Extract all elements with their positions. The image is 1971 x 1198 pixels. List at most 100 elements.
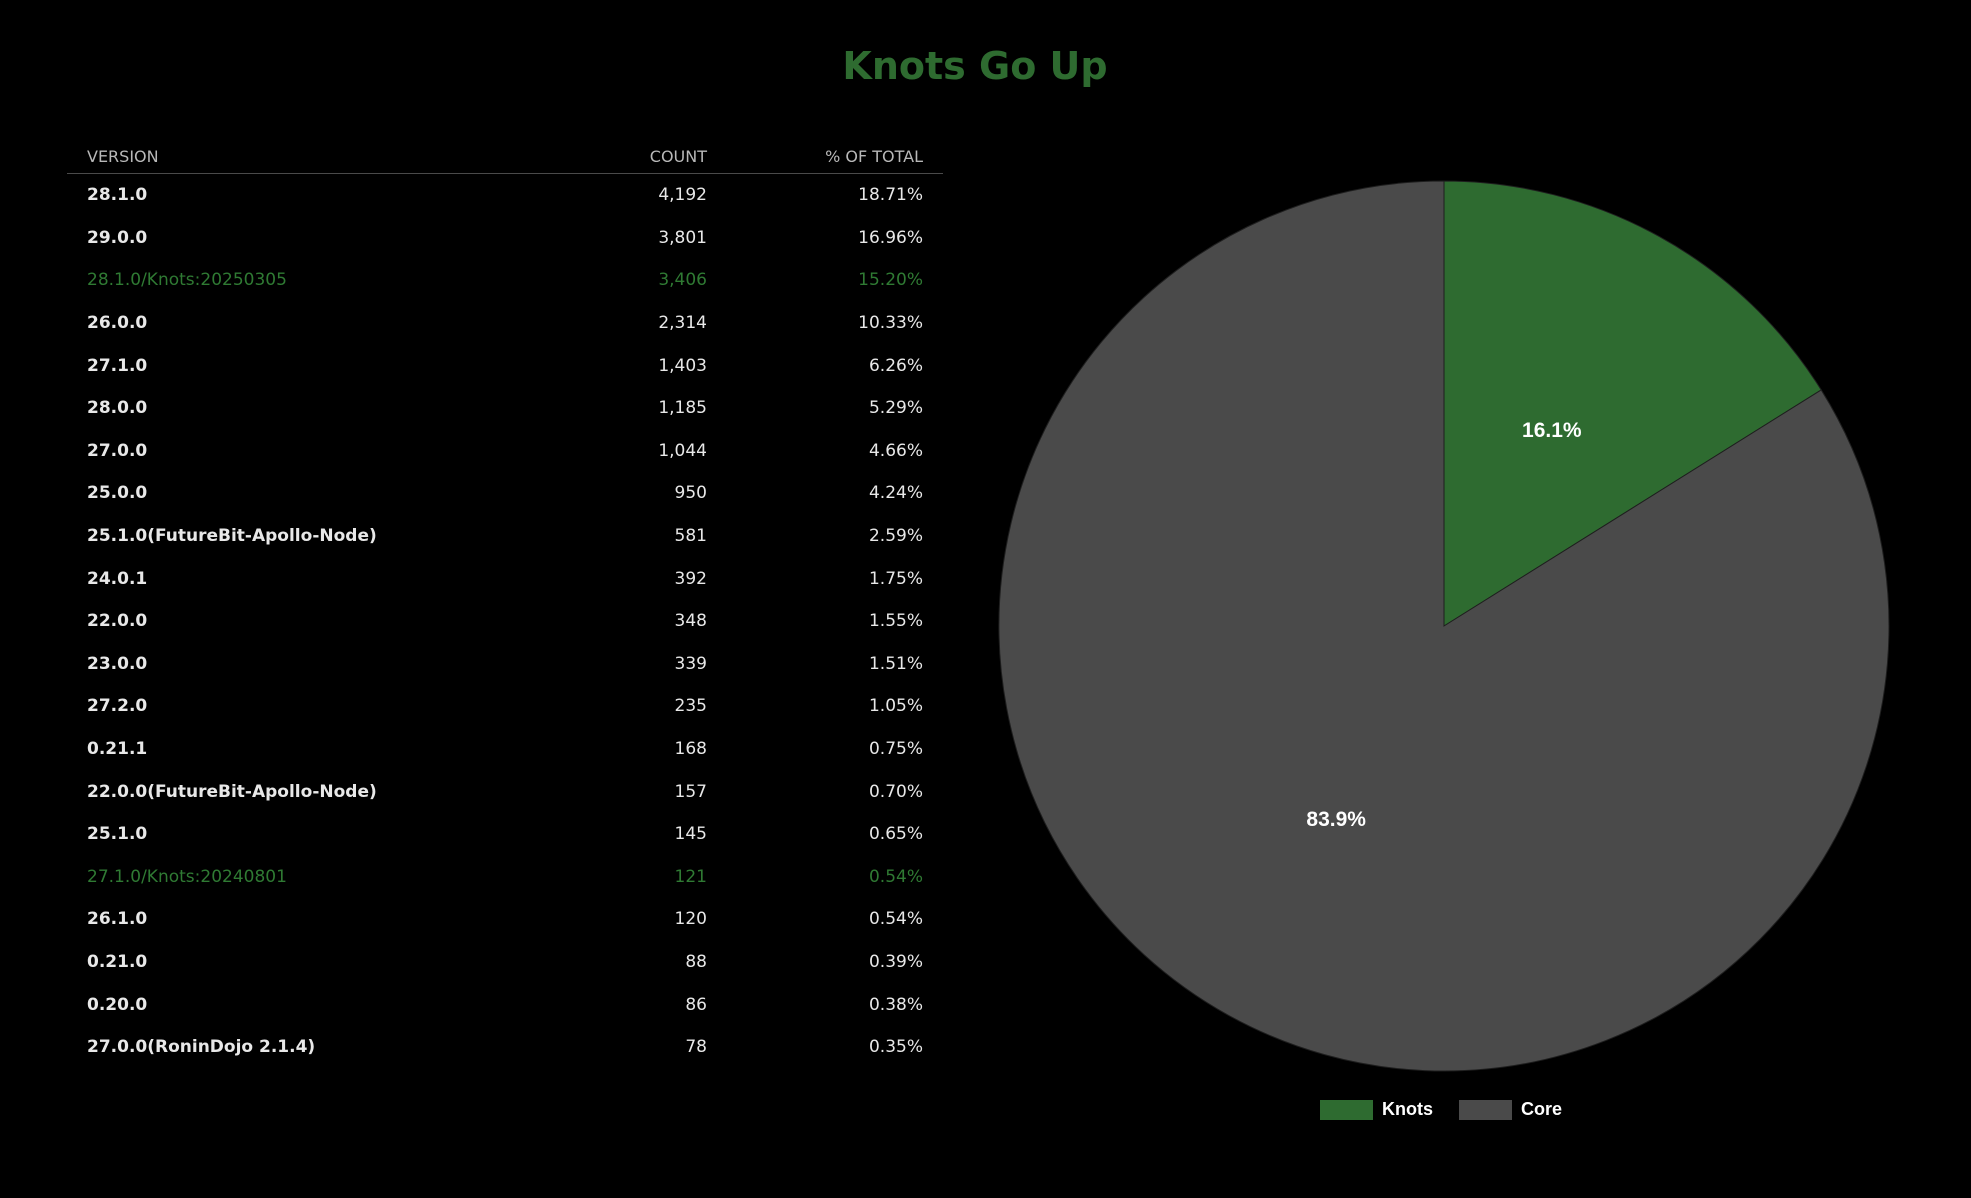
count-cell: 145 (674, 824, 707, 845)
table-row: 0.21.1 168 0.75% (67, 728, 943, 771)
percent-cell: 0.70% (868, 781, 923, 802)
count-cell: 348 (674, 611, 707, 632)
table-row: 27.0.0(RoninDojo 2.1.4) 78 0.35% (67, 1026, 943, 1069)
percent-cell: 0.65% (868, 824, 923, 845)
page-title: Knots Go Up (842, 44, 1108, 88)
legend-item-knots[interactable]: Knots (1320, 1099, 1433, 1120)
percent-cell: 4.24% (868, 483, 923, 504)
count-cell: 1,403 (658, 355, 707, 376)
count-cell: 2,314 (658, 313, 707, 334)
percent-cell: 0.54% (868, 866, 923, 887)
version-cell: 28.1.0 (87, 185, 148, 206)
percent-cell: 0.54% (868, 909, 923, 930)
version-cell: 29.0.0 (87, 227, 148, 248)
version-cell: 0.21.1 (87, 739, 148, 760)
version-cell: 27.1.0 (87, 355, 148, 376)
version-cell: 0.20.0 (87, 994, 148, 1015)
count-cell: 581 (674, 526, 707, 547)
version-cell: 28.1.0/Knots:20250305 (87, 270, 287, 291)
table-row: 26.1.0 120 0.54% (67, 898, 943, 941)
table-row: 28.0.0 1,185 5.29% (67, 387, 943, 430)
pie-slice-core[interactable] (998, 180, 1890, 1072)
count-cell: 3,406 (658, 270, 707, 291)
percent-cell: 18.71% (858, 185, 923, 206)
table-row: 0.20.0 86 0.38% (67, 983, 943, 1026)
legend-label-knots: Knots (1382, 1099, 1433, 1119)
header-version[interactable]: VERSION (67, 140, 487, 174)
table-row: 29.0.0 3,801 16.96% (67, 217, 943, 260)
chart-legend: Knots Core (1320, 1099, 1562, 1120)
version-cell: 25.0.0 (87, 483, 148, 504)
percent-cell: 1.55% (868, 611, 923, 632)
table-row: 24.0.1 392 1.75% (67, 557, 943, 600)
version-cell: 28.0.0 (87, 398, 148, 419)
legend-item-core[interactable]: Core (1459, 1099, 1562, 1120)
table-header-row: VERSION COUNT % OF TOTAL (67, 140, 943, 174)
percent-cell: 1.75% (868, 568, 923, 589)
percent-cell: 5.29% (868, 398, 923, 419)
version-cell: 27.0.0 (87, 440, 148, 461)
count-cell: 78 (685, 1037, 707, 1058)
count-cell: 120 (674, 909, 707, 930)
version-cell: 22.0.0 (87, 611, 148, 632)
count-cell: 86 (685, 994, 707, 1015)
count-cell: 121 (674, 866, 707, 887)
percent-cell: 0.75% (868, 739, 923, 760)
table-row: 25.1.0 145 0.65% (67, 813, 943, 856)
percent-cell: 2.59% (868, 526, 923, 547)
count-cell: 235 (674, 696, 707, 717)
percent-cell: 6.26% (868, 355, 923, 376)
slice-label-knots: 16.1% (1522, 419, 1582, 442)
percent-cell: 0.39% (868, 951, 923, 972)
pie-slice-knots[interactable] (1443, 180, 1822, 627)
version-cell: 27.0.0(RoninDojo 2.1.4) (87, 1037, 316, 1058)
header-count[interactable]: COUNT (487, 140, 727, 174)
legend-swatch-knots (1320, 1099, 1373, 1120)
table-row: 0.21.0 88 0.39% (67, 941, 943, 984)
table-row: 27.1.0/Knots:20240801 121 0.54% (67, 856, 943, 899)
version-cell: 26.0.0 (87, 313, 148, 334)
version-cell: 25.1.0(FutureBit-Apollo-Node) (87, 526, 377, 547)
table-row: 28.1.0/Knots:20250305 3,406 15.20% (67, 259, 943, 302)
count-cell: 168 (674, 739, 707, 760)
version-cell: 23.0.0 (87, 653, 148, 674)
table-row: 22.0.0 348 1.55% (67, 600, 943, 643)
percent-cell: 4.66% (868, 440, 923, 461)
table-row: 27.2.0 235 1.05% (67, 685, 943, 728)
table-row: 25.0.0 950 4.24% (67, 472, 943, 515)
table-row: 27.1.0 1,403 6.26% (67, 344, 943, 387)
table-body: 28.1.0 4,192 18.71% 29.0.0 3,801 16.96% 28.1.0… (67, 174, 943, 1069)
table-row: 27.0.0 1,044 4.66% (67, 430, 943, 473)
count-cell: 950 (674, 483, 707, 504)
table-row: 26.0.0 2,314 10.33% (67, 302, 943, 345)
version-cell: 22.0.0(FutureBit-Apollo-Node) (87, 781, 377, 802)
percent-cell: 15.20% (858, 270, 923, 291)
header-percent[interactable]: % OF TOTAL (727, 140, 943, 174)
version-table-container: VERSION COUNT % OF TOTAL 28.1.0 4,192 18.7… (67, 140, 943, 1068)
count-cell: 392 (674, 568, 707, 589)
count-cell: 88 (685, 951, 707, 972)
version-cell: 27.2.0 (87, 696, 148, 717)
table-row: 25.1.0(FutureBit-Apollo-Node) 581 2.59% (67, 515, 943, 558)
percent-cell: 1.51% (868, 653, 923, 674)
slice-label-core: 83.9% (1306, 808, 1366, 831)
table-row: 23.0.0 339 1.51% (67, 643, 943, 686)
percent-cell: 16.96% (858, 227, 923, 248)
percent-cell: 0.38% (868, 994, 923, 1015)
count-cell: 4,192 (658, 185, 707, 206)
version-cell: 0.21.0 (87, 951, 148, 972)
version-cell: 25.1.0 (87, 824, 148, 845)
pie-chart-svg: 16.1% 83.9% (998, 180, 1890, 1072)
version-cell: 27.1.0/Knots:20240801 (87, 866, 287, 887)
count-cell: 157 (674, 781, 707, 802)
count-cell: 1,044 (658, 440, 707, 461)
version-cell: 24.0.1 (87, 568, 148, 589)
legend-swatch-core (1459, 1099, 1512, 1120)
count-cell: 1,185 (658, 398, 707, 419)
count-cell: 339 (674, 653, 707, 674)
table-row: 22.0.0(FutureBit-Apollo-Node) 157 0.70% (67, 770, 943, 813)
version-table: VERSION COUNT % OF TOTAL 28.1.0 4,192 18.7… (67, 140, 943, 1068)
table-row: 28.1.0 4,192 18.71% (67, 174, 943, 217)
percent-cell: 1.05% (868, 696, 923, 717)
pie-chart: 16.1% 83.9% (990, 170, 1900, 1130)
